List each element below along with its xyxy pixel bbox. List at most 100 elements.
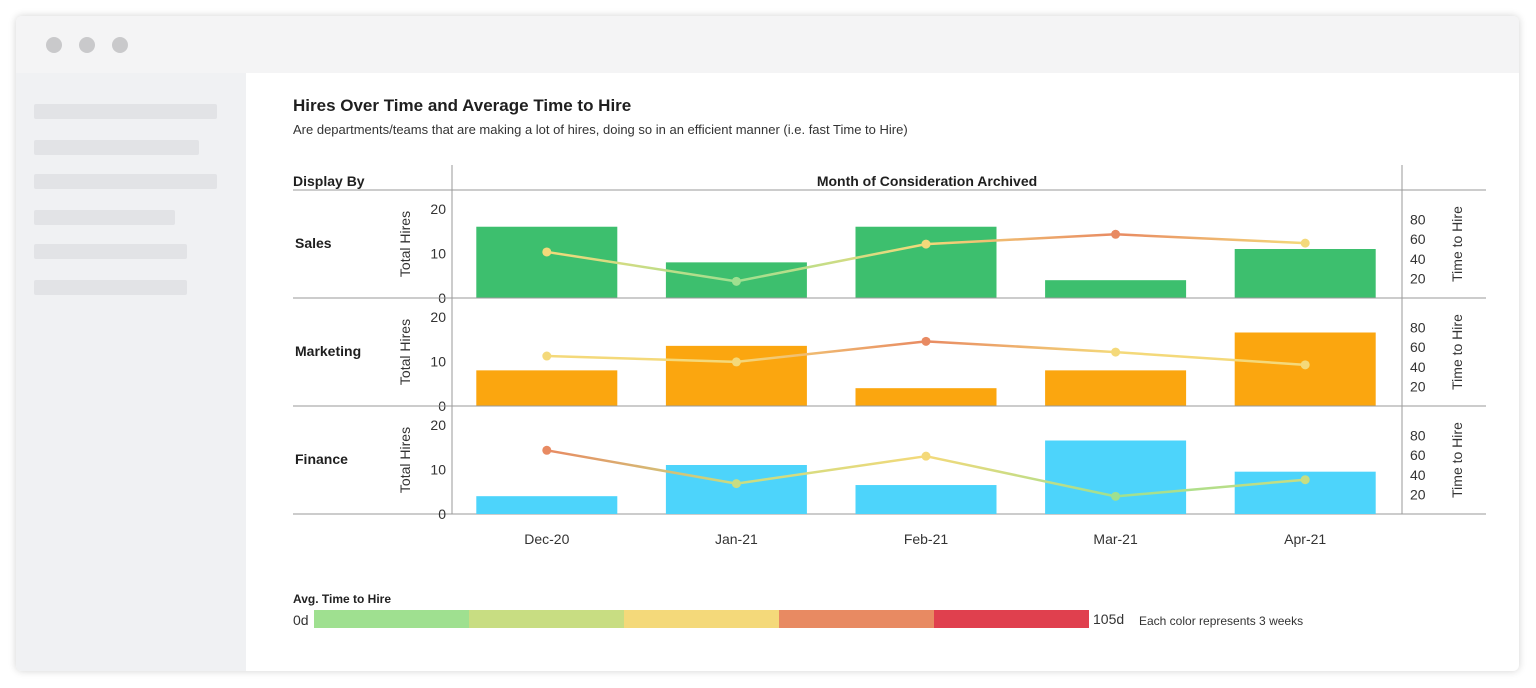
time-to-hire-line-segment [546, 354, 737, 364]
time-to-hire-point-marketing-feb-21 [921, 336, 931, 346]
time-to-hire-point-finance-feb-21 [921, 451, 931, 461]
time-to-hire-line-segment [546, 250, 737, 283]
bar-marketing-mar-21 [1045, 370, 1187, 406]
bar-finance-mar-21 [1045, 440, 1187, 514]
time-to-hire-line-segment [736, 340, 927, 364]
legend-color-block-4 [779, 610, 934, 628]
right-tick-label: 80 [1410, 320, 1426, 336]
window-minimize-dot[interactable] [79, 37, 95, 53]
time-to-hire-point-sales-feb-21 [921, 239, 931, 249]
window-maximize-dot[interactable] [112, 37, 128, 53]
time-to-hire-line-segment [925, 233, 1116, 246]
legend-min-label: 0d [293, 612, 309, 628]
bar-finance-jan-21 [665, 465, 807, 514]
sidebar-placeholder-item[interactable] [34, 174, 217, 189]
right-axis-label: Time to Hire [1449, 422, 1465, 498]
right-tick-label: 40 [1410, 251, 1426, 267]
legend-color-block-2 [469, 610, 624, 628]
column-header: Month of Consideration Archived [817, 173, 1037, 189]
bar-finance-feb-21 [855, 485, 997, 514]
time-to-hire-point-finance-dec-20 [542, 445, 552, 455]
display-by-label: Display By [293, 173, 365, 189]
bar-sales-dec-20 [476, 226, 618, 298]
sidebar [16, 73, 246, 671]
time-to-hire-line-segment [925, 454, 1116, 498]
left-tick-label: 20 [430, 417, 446, 433]
right-tick-label: 20 [1410, 270, 1426, 286]
legend-color-block-1 [314, 610, 469, 628]
left-axis-label: Total Hires [397, 211, 413, 277]
legend-color-block-5 [934, 610, 1089, 628]
time-to-hire-line-segment [736, 242, 927, 283]
bar-sales-apr-21 [1234, 249, 1376, 298]
left-axis-label: Total Hires [397, 427, 413, 493]
bar-sales-mar-21 [1045, 280, 1187, 298]
right-tick-label: 40 [1410, 359, 1426, 375]
left-tick-label: 20 [430, 309, 446, 325]
sidebar-placeholder-item[interactable] [34, 210, 175, 225]
left-tick-label: 20 [430, 201, 446, 217]
page-subtitle: Are departments/teams that are making a … [293, 122, 908, 137]
time-to-hire-point-finance-jan-21 [731, 479, 741, 489]
right-tick-label: 40 [1410, 467, 1426, 483]
page-title: Hires Over Time and Average Time to Hire [293, 96, 632, 115]
x-tick-label: Apr-21 [1284, 531, 1326, 547]
sidebar-placeholder-item[interactable] [34, 280, 187, 295]
time-to-hire-line-segment [925, 340, 1116, 354]
left-axis-label: Total Hires [397, 319, 413, 385]
time-to-hire-point-marketing-dec-20 [542, 351, 552, 361]
time-to-hire-point-sales-apr-21 [1300, 238, 1310, 248]
bar-marketing-feb-21 [855, 388, 997, 406]
right-tick-label: 20 [1410, 486, 1426, 502]
bar-sales-feb-21 [855, 226, 997, 298]
x-tick-label: Feb-21 [904, 531, 949, 547]
right-axis-label: Time to Hire [1449, 206, 1465, 282]
time-to-hire-line-segment [1115, 350, 1306, 367]
window-close-dot[interactable] [46, 37, 62, 53]
right-tick-label: 60 [1410, 231, 1426, 247]
x-tick-label: Jan-21 [715, 531, 758, 547]
right-tick-label: 80 [1410, 212, 1426, 228]
time-to-hire-line-segment [736, 454, 927, 485]
right-axis-label: Time to Hire [1449, 314, 1465, 390]
time-to-hire-point-finance-apr-21 [1300, 475, 1310, 485]
hires-chart: Display By Month of Consideration Archive… [293, 165, 1486, 547]
time-to-hire-point-marketing-jan-21 [731, 357, 741, 367]
legend-max-label: 105d [1093, 611, 1125, 627]
sidebar-placeholder-item[interactable] [34, 244, 187, 259]
legend-color-scale [314, 610, 1089, 628]
left-tick-label: 10 [430, 245, 446, 261]
main-panel: Hires Over Time and Average Time to Hire… [246, 73, 1519, 671]
right-tick-label: 60 [1410, 447, 1426, 463]
time-to-hire-line-segment [1115, 478, 1306, 498]
bar-marketing-dec-20 [476, 370, 618, 406]
legend-color-block-3 [624, 610, 779, 628]
left-tick-label: 10 [430, 461, 446, 477]
window-titlebar [16, 16, 1519, 73]
time-to-hire-point-sales-mar-21 [1111, 229, 1121, 239]
legend-note: Each color represents 3 weeks [1139, 614, 1304, 628]
x-tick-label: Dec-20 [524, 531, 569, 547]
row-label-sales: Sales [295, 235, 332, 251]
time-to-hire-point-sales-jan-21 [731, 276, 741, 286]
right-tick-label: 80 [1410, 428, 1426, 444]
time-to-hire-point-sales-dec-20 [542, 247, 552, 257]
right-tick-label: 60 [1410, 339, 1426, 355]
time-to-hire-point-finance-mar-21 [1111, 491, 1121, 501]
bar-marketing-jan-21 [665, 345, 807, 406]
time-to-hire-line-segment [546, 449, 737, 485]
right-tick-label: 20 [1410, 378, 1426, 394]
row-label-marketing: Marketing [295, 343, 361, 359]
x-tick-label: Mar-21 [1093, 531, 1138, 547]
legend-title: Avg. Time to Hire [293, 592, 392, 606]
sidebar-placeholder-item[interactable] [34, 104, 217, 119]
row-label-finance: Finance [295, 451, 348, 467]
time-to-hire-point-marketing-apr-21 [1300, 360, 1310, 370]
time-to-hire-point-marketing-mar-21 [1111, 347, 1121, 357]
sidebar-placeholder-item[interactable] [34, 140, 199, 155]
left-tick-label: 10 [430, 353, 446, 369]
left-tick-label: 0 [438, 506, 446, 522]
bar-finance-dec-20 [476, 496, 618, 514]
app-window: Hires Over Time and Average Time to Hire… [16, 16, 1519, 671]
time-to-hire-line-segment [1115, 233, 1306, 245]
